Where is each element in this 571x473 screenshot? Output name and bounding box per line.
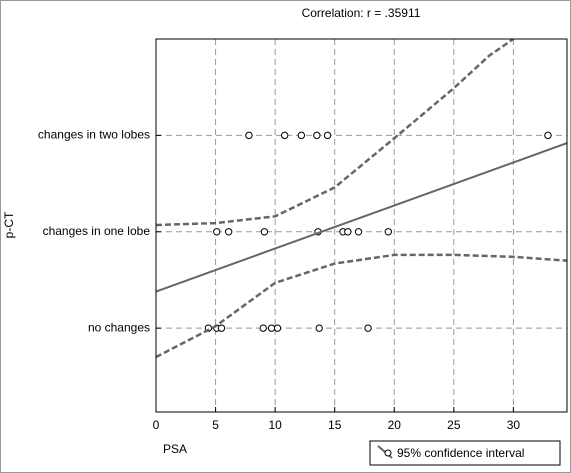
x-axis-label: PSA	[163, 442, 187, 456]
data-point	[354, 228, 363, 236]
data-point	[213, 228, 221, 236]
x-tick-label: 0	[153, 418, 160, 432]
data-point	[344, 228, 352, 236]
data-point	[217, 324, 226, 332]
data-point	[315, 324, 323, 332]
data-point	[544, 131, 552, 140]
chart-title: Correlation: r = .35911	[302, 6, 421, 20]
x-tick-label: 20	[388, 418, 402, 432]
x-tick-label: 25	[447, 418, 461, 432]
x-tick-label: 15	[328, 418, 342, 432]
y-tick-label: changes in two lobes	[38, 128, 150, 142]
data-point	[297, 131, 306, 140]
data-point	[364, 324, 372, 332]
data-point	[273, 324, 282, 332]
y-tick-label: no changes	[88, 320, 150, 334]
x-tick-label: 30	[507, 418, 521, 432]
confidence-curve	[156, 253, 567, 359]
data-point	[280, 131, 289, 140]
y-axis-label: p-CT	[2, 211, 16, 238]
data-point	[323, 131, 332, 140]
data-point	[259, 324, 267, 332]
data-point	[384, 228, 393, 236]
x-tick-label: 5	[212, 418, 219, 432]
data-point	[245, 131, 253, 140]
legend-box	[369, 440, 561, 466]
data-point	[224, 228, 233, 236]
legend-label: 95% confidence interval	[397, 446, 524, 460]
fit-line	[156, 142, 567, 293]
data-point	[260, 228, 269, 236]
data-point	[267, 324, 276, 332]
plot-frame	[155, 38, 568, 413]
confidence-curve	[156, 39, 515, 227]
legend-marker	[384, 449, 392, 457]
y-tick-label: changes in one lobe	[43, 224, 151, 238]
x-tick-label: 10	[268, 418, 282, 432]
data-point	[313, 131, 321, 140]
